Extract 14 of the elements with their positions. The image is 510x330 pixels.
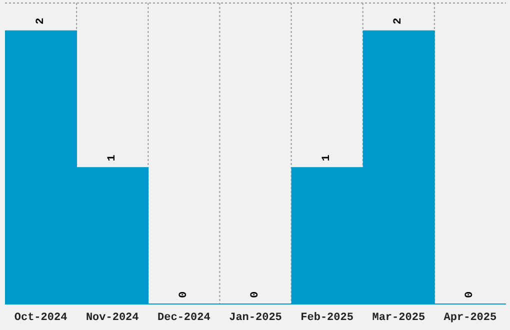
data-label: 0 [178, 291, 190, 298]
data-label: 0 [464, 291, 476, 298]
data-label: 0 [250, 291, 262, 298]
x-tick-label: Dec-2024 [158, 312, 211, 324]
data-label: 2 [34, 18, 47, 24]
x-tick-label: Apr-2025 [444, 312, 498, 324]
data-label: 1 [321, 154, 334, 162]
x-tick-label: Oct-2024 [14, 312, 68, 324]
data-label: 2 [392, 18, 405, 24]
x-tick-label: Nov-2024 [86, 312, 140, 324]
x-tick-label: Jan-2025 [229, 312, 282, 324]
x-tick-label: Mar-2025 [372, 312, 426, 324]
x-tick-label: Feb-2025 [300, 312, 354, 324]
data-label: 1 [106, 154, 118, 162]
